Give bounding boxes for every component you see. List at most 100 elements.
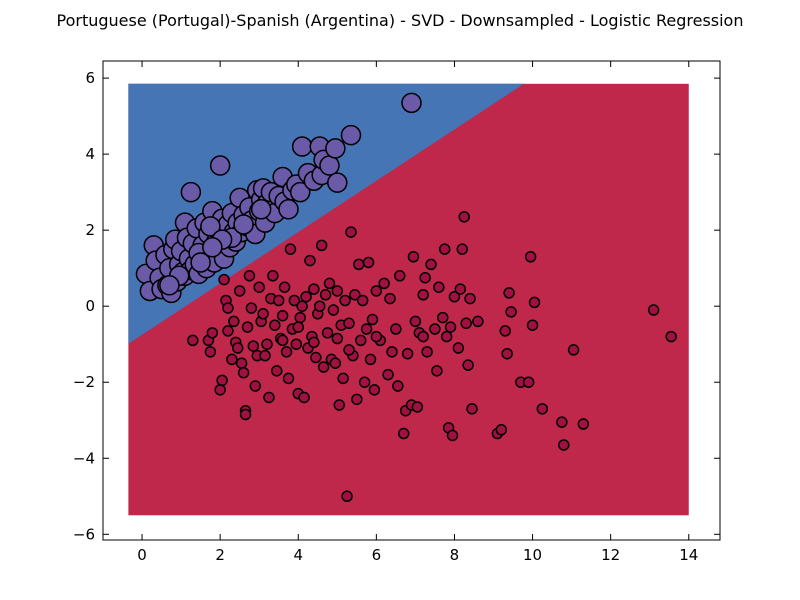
lower-class-point (407, 251, 420, 263)
lower-class-point (401, 347, 414, 360)
y-tick-label: 4 (85, 145, 95, 163)
upper-class-point (202, 237, 223, 258)
lower-class-point (522, 376, 535, 388)
lower-class-point (261, 338, 273, 350)
upper-class-point (209, 155, 231, 176)
lower-class-point (337, 372, 349, 385)
lower-class-point (237, 366, 250, 379)
lower-class-point (353, 258, 365, 271)
lower-class-point (290, 338, 303, 350)
lower-class-point (429, 323, 441, 335)
lower-class-point (235, 357, 248, 369)
lower-class-point (390, 323, 402, 335)
lower-class-point (292, 321, 305, 333)
lower-class-point (431, 365, 443, 377)
lower-class-point (233, 285, 246, 297)
lower-class-point (409, 315, 422, 328)
lower-class-point (577, 418, 590, 430)
lower-class-point (438, 243, 451, 255)
data-points (135, 92, 677, 503)
lower-class-point (343, 317, 355, 330)
x-tick-label: 10 (523, 546, 542, 564)
lower-class-point (440, 330, 453, 343)
lower-class-point (456, 243, 469, 255)
lower-class-point (505, 306, 517, 318)
lower-class-point (466, 403, 478, 415)
lower-class-point (472, 315, 484, 328)
upper-class-point (159, 275, 180, 296)
lower-class-point (241, 321, 254, 333)
y-tick-label: 6 (85, 69, 95, 87)
lower-class-point (665, 330, 677, 343)
lower-class-point (503, 287, 515, 299)
lower-class-point (454, 283, 467, 295)
x-tick-label: 0 (137, 546, 147, 564)
lower-class-point (288, 294, 301, 307)
lower-class-point (370, 330, 383, 343)
lower-class-point (296, 300, 308, 312)
upper-class-point (250, 199, 272, 220)
lower-class-point (245, 302, 258, 314)
lower-class-point (231, 342, 244, 354)
lower-class-point (272, 294, 285, 307)
lower-class-point (368, 384, 381, 396)
decision-regions (128, 83, 689, 516)
upper-class-point (233, 214, 254, 235)
lower-class-point (204, 346, 217, 358)
upper-class-point (327, 172, 348, 193)
lower-class-point (354, 334, 367, 347)
upper-class-point (200, 216, 221, 237)
lower-class-point (249, 380, 262, 392)
lower-class-point (284, 243, 297, 255)
lower-class-point (267, 270, 279, 282)
lower-class-point (358, 376, 371, 388)
x-tick-label: 12 (601, 546, 620, 564)
axes-frame (102, 60, 721, 541)
lower-class-point (331, 332, 344, 345)
lower-class-point (460, 317, 472, 330)
lower-class-point (323, 277, 336, 290)
lower-class-point (448, 290, 461, 303)
lower-class-point (263, 391, 275, 404)
y-tick-label: −6 (73, 525, 95, 543)
lower-class-point (253, 281, 265, 293)
lower-class-point (386, 346, 398, 358)
y-tick-label: −2 (73, 373, 95, 391)
lower-class-point (278, 281, 291, 293)
lower-class-point (349, 289, 361, 301)
lower-class-point (433, 281, 445, 293)
lower-class-point (536, 403, 549, 415)
lower-class-point (366, 313, 379, 326)
lower-class-point (356, 294, 369, 307)
lower-class-point (384, 292, 396, 305)
lower-class-point (304, 254, 316, 267)
chart-title: Portuguese (Portugal)-Spanish (Argentina… (57, 11, 744, 30)
lower-class-point (308, 336, 320, 349)
lower-class-point (411, 401, 424, 413)
lower-class-point (499, 325, 511, 337)
lower-class-point (351, 393, 363, 406)
upper-class-point (319, 155, 340, 176)
lower-class-point (282, 372, 295, 385)
lower-class-point (446, 429, 459, 442)
lower-class-point (308, 283, 320, 295)
y-tick-label: 0 (85, 297, 95, 315)
lower-class-point (370, 285, 383, 297)
lower-class-point (222, 302, 234, 314)
upper-class-point (340, 124, 362, 146)
lower-class-point (526, 319, 539, 331)
lower-class-point (339, 294, 351, 307)
lower-class-point (425, 258, 437, 271)
lower-class-point (329, 357, 342, 369)
lower-class-point (464, 292, 476, 305)
lower-class-point (247, 340, 260, 352)
lower-class-point (458, 211, 470, 223)
lower-class-point (567, 344, 580, 356)
lower-class-point (378, 277, 390, 290)
y-tick-label: −4 (73, 449, 95, 467)
lower-class-point (436, 311, 449, 324)
upper-class-point (325, 138, 346, 159)
lower-class-point (392, 380, 404, 392)
lower-class-point (313, 300, 326, 312)
